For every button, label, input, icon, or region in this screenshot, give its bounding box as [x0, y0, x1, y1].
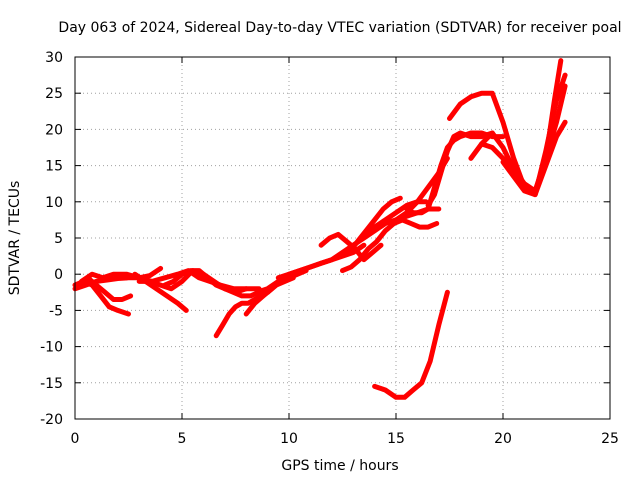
series-group [72, 58, 568, 400]
chart-title: Day 063 of 2024, Sidereal Day-to-day VTE… [58, 20, 621, 36]
y-tick-label: 30 [45, 50, 63, 66]
tick-marks [74, 56, 611, 420]
y-axis-label: SDTVAR / TECUs [7, 181, 23, 296]
y-tick-label: -15 [40, 376, 63, 392]
series-line-track-04 [72, 265, 164, 292]
x-tick-label: 15 [387, 431, 405, 447]
tick-labels: 0 5 10 15 20 25 -20 -15 -10 -5 0 5 10 15 20 25 30 [40, 50, 619, 447]
series-line-track-12 [318, 231, 384, 263]
y-tick-label: 25 [45, 86, 63, 102]
y-tick-label: 20 [45, 122, 63, 138]
y-tick-label: 15 [45, 159, 63, 175]
series-line-track-14 [346, 195, 403, 255]
y-tick-label: 5 [54, 231, 63, 247]
series-line-track-13 [340, 217, 440, 274]
y-tick-label: 0 [54, 267, 63, 283]
x-tick-label: 25 [601, 431, 619, 447]
series-line-track-22 [500, 119, 568, 198]
y-tick-label: -10 [40, 340, 63, 356]
y-tick-label: -5 [49, 303, 63, 319]
series-line-track-03 [76, 275, 134, 302]
series-line-track-18 [425, 130, 495, 208]
x-axis-label: GPS time / hours [281, 458, 398, 474]
x-tick-label: 10 [280, 431, 298, 447]
x-tick-label: 5 [178, 431, 187, 447]
x-tick-label: 0 [71, 431, 80, 447]
y-tick-label: -20 [40, 412, 63, 428]
x-tick-label: 20 [494, 431, 512, 447]
series-line-track-23 [372, 289, 450, 400]
y-tick-label: 10 [45, 195, 63, 211]
